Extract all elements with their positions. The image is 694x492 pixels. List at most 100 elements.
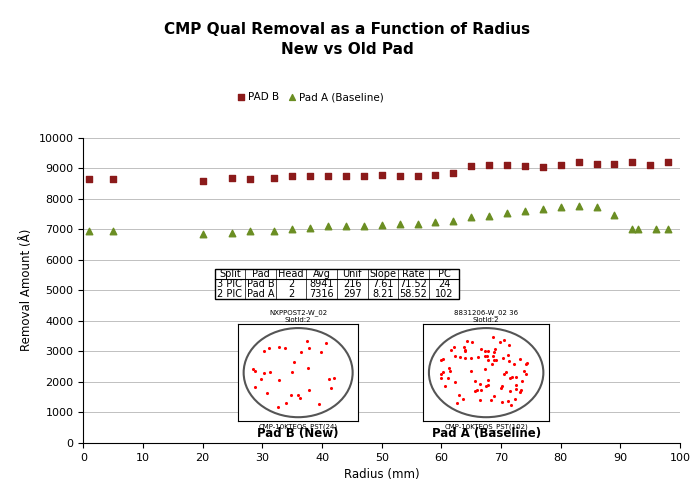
Point	[250, 383, 261, 391]
PAD B	[376, 171, 387, 179]
Point	[292, 391, 303, 399]
Pad A (Baseline)	[305, 224, 316, 232]
Text: 2: 2	[288, 289, 294, 299]
Point	[475, 386, 486, 394]
Point	[480, 365, 491, 372]
Point	[491, 356, 502, 364]
Point	[259, 347, 270, 355]
Text: New vs Old Pad: New vs Old Pad	[280, 42, 414, 57]
Point	[286, 391, 297, 399]
PAD B	[323, 172, 334, 180]
Point	[482, 376, 493, 384]
PAD B	[197, 177, 208, 185]
Text: 8.21: 8.21	[372, 289, 393, 299]
Text: Pad A: Pad A	[246, 289, 274, 299]
Point	[273, 343, 285, 351]
Text: 24: 24	[438, 279, 450, 289]
Point	[255, 375, 266, 383]
Point	[483, 381, 494, 389]
Point	[287, 368, 298, 376]
Pad A (Baseline)	[394, 220, 405, 228]
PAD B	[108, 175, 119, 183]
PAD B	[466, 162, 477, 170]
Point	[448, 343, 459, 351]
Point	[509, 395, 520, 403]
Text: CMP Qual Removal as a Function of Radius: CMP Qual Removal as a Function of Radius	[164, 22, 530, 37]
Point	[325, 384, 337, 392]
PAD B	[340, 172, 351, 180]
Point	[459, 346, 471, 354]
Point	[515, 356, 526, 364]
Point	[475, 380, 486, 388]
Point	[272, 403, 283, 411]
Point	[496, 398, 507, 406]
Point	[452, 399, 463, 407]
Text: 7316: 7316	[310, 289, 334, 299]
Title: NXPPOST2-W_02
SlotId:2: NXPPOST2-W_02 SlotId:2	[269, 309, 327, 323]
Point	[249, 367, 260, 375]
PAD B	[394, 172, 405, 180]
Point	[248, 366, 259, 373]
Bar	[214, 269, 459, 300]
PAD B	[430, 171, 441, 179]
Point	[457, 395, 468, 402]
Point	[480, 382, 491, 390]
PAD B	[287, 172, 298, 180]
Point	[505, 388, 516, 396]
Point	[469, 388, 480, 396]
PAD B	[645, 161, 656, 169]
Pad A (Baseline)	[227, 229, 238, 237]
Point	[446, 346, 457, 354]
PAD B	[412, 172, 423, 180]
Point	[510, 381, 521, 389]
Text: 2 PIC: 2 PIC	[217, 289, 242, 299]
Point	[444, 368, 455, 375]
Point	[280, 400, 291, 407]
Point	[280, 344, 291, 352]
Point	[259, 369, 270, 377]
Pad A (Baseline)	[573, 202, 584, 210]
Text: Split: Split	[219, 269, 241, 279]
Text: 71.52: 71.52	[400, 279, 428, 289]
Point	[303, 344, 314, 352]
PAD B	[245, 175, 256, 183]
Text: Pad B (New): Pad B (New)	[257, 427, 339, 440]
PAD B	[555, 161, 566, 169]
Text: Avg: Avg	[313, 269, 330, 279]
PAD B	[84, 175, 95, 183]
Point	[466, 338, 477, 346]
Point	[506, 400, 517, 408]
Point	[470, 377, 481, 385]
Text: Pad: Pad	[252, 269, 269, 279]
Text: 3 PIC: 3 PIC	[217, 279, 242, 289]
Point	[453, 392, 464, 400]
Pad A (Baseline)	[484, 212, 495, 219]
Point	[503, 397, 514, 405]
Point	[323, 374, 334, 382]
Point	[440, 382, 451, 390]
Point	[472, 353, 483, 361]
Point	[487, 333, 498, 341]
Point	[516, 377, 527, 385]
Point	[459, 354, 471, 362]
Text: 7.61: 7.61	[372, 279, 393, 289]
Point	[262, 389, 273, 397]
PAD B	[305, 172, 316, 180]
Text: Rate: Rate	[402, 269, 425, 279]
PAD B	[663, 158, 674, 166]
Pad A (Baseline)	[84, 227, 95, 235]
Point	[316, 348, 327, 356]
Text: 8941: 8941	[310, 279, 334, 289]
Point	[435, 356, 446, 364]
Point	[489, 345, 500, 353]
Point	[497, 354, 508, 362]
Point	[288, 358, 299, 366]
Point	[511, 385, 522, 393]
Pad A (Baseline)	[519, 207, 530, 215]
Point	[474, 397, 485, 404]
Pad A (Baseline)	[245, 227, 256, 235]
Text: Slope: Slope	[369, 269, 396, 279]
Point	[472, 386, 483, 394]
Point	[520, 370, 532, 378]
Point	[294, 394, 305, 402]
